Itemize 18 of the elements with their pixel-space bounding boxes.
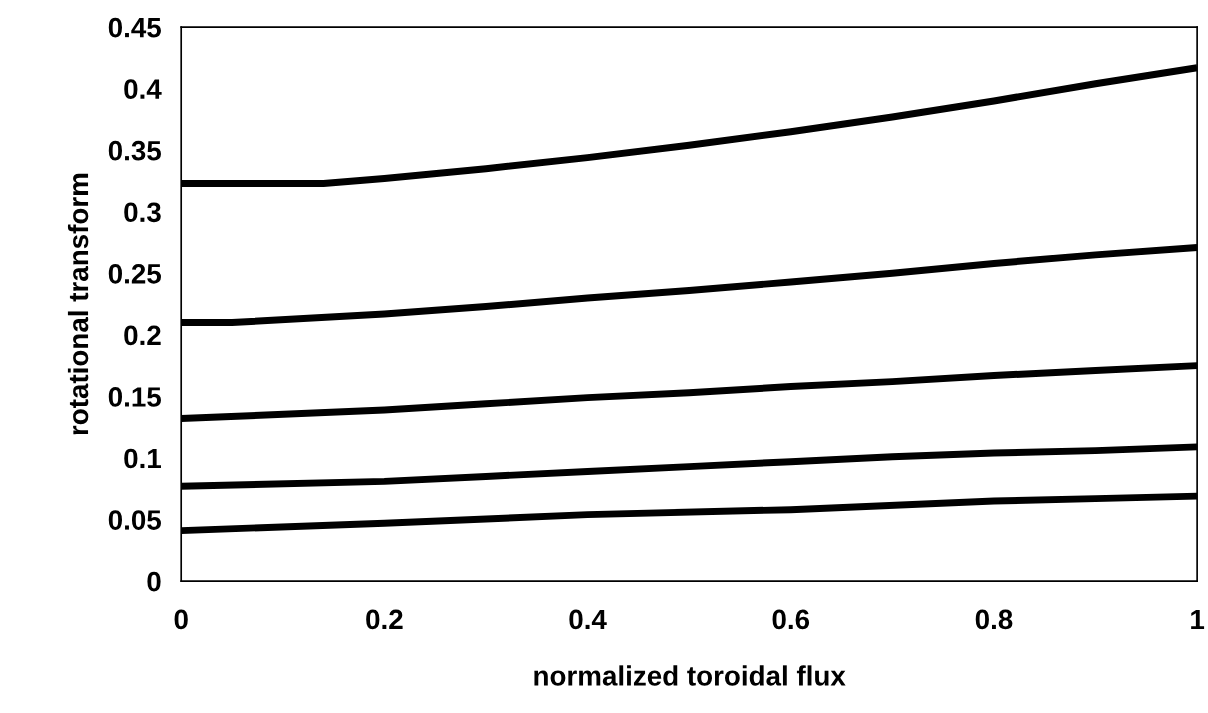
- y-tick-label: 0.05: [108, 510, 161, 530]
- y-tick-label: 0.25: [108, 263, 161, 284]
- x-tick-label: 1: [1191, 609, 1205, 629]
- x-tick-label: 0: [174, 609, 188, 630]
- y-tick-label: 0.35: [108, 140, 161, 161]
- y-tick-label: 0: [147, 571, 161, 592]
- x-tick-label: 0.6: [772, 609, 810, 630]
- y-tick-label: 0.4: [124, 79, 162, 99]
- x-axis-title: normalized toroidal flux: [534, 665, 846, 686]
- y-tick-label: 0.15: [108, 387, 161, 407]
- y-axis-title: rotational transform: [67, 173, 89, 435]
- y-tick-label: 0.2: [124, 325, 161, 346]
- y-tick-label: 0.1: [124, 448, 161, 469]
- y-tick-label: 0.3: [124, 202, 161, 223]
- x-tick-label: 0.8: [975, 609, 1013, 630]
- y-tick-label: 0.45: [108, 17, 161, 38]
- x-tick-label: 0.2: [366, 609, 403, 630]
- x-tick-label: 0.4: [569, 609, 607, 630]
